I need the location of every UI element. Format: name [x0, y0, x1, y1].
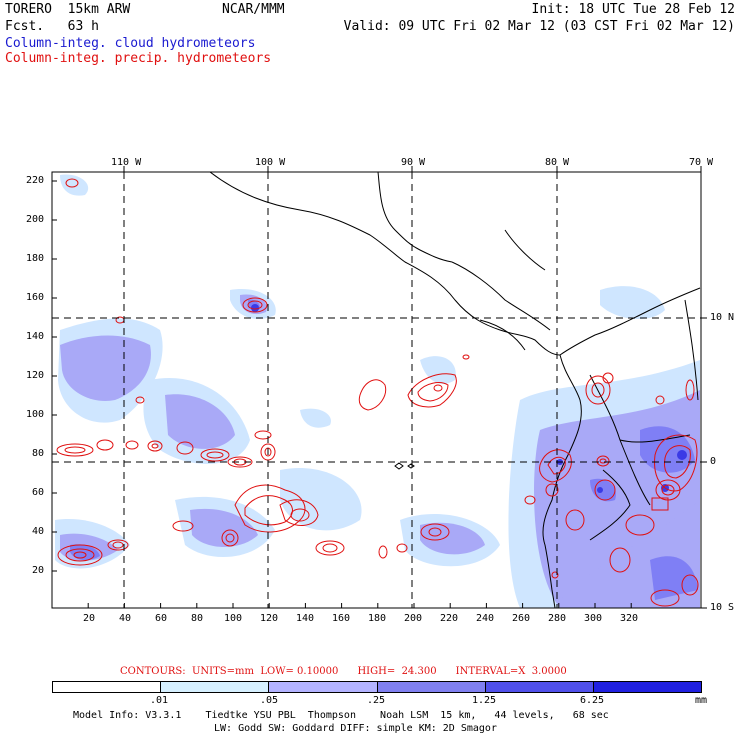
colorbar-segment — [53, 682, 162, 692]
contours-info: CONTOURS: UNITS=mm LOW= 0.10000 HIGH= 24… — [120, 666, 567, 677]
y-tick: 180 — [26, 253, 45, 264]
center-label: NCAR/MMM — [222, 2, 285, 17]
y-tick: 40 — [32, 526, 45, 537]
lon-label: 70 W — [689, 157, 714, 168]
colorbar-label: .01 — [150, 695, 169, 706]
y-tick: 160 — [26, 292, 45, 303]
x-tick: 280 — [548, 613, 567, 624]
x-tick: 40 — [119, 613, 132, 624]
precip-contours — [56, 178, 699, 607]
plot-frame — [51, 171, 702, 609]
lat-label: 0 — [710, 456, 717, 467]
y-tick: 100 — [26, 409, 45, 420]
x-tick: 140 — [296, 613, 315, 624]
model-info-line1: Model Info: V3.3.1 Tiedtke YSU PBL Thomp… — [73, 710, 609, 721]
x-tick: 100 — [224, 613, 243, 624]
axis-ticks — [52, 166, 707, 609]
lon-label: 100 W — [255, 157, 286, 168]
y-tick: 20 — [32, 565, 45, 576]
x-tick: 200 — [404, 613, 423, 624]
x-tick: 20 — [83, 613, 96, 624]
cloud-shading-strong — [70, 299, 698, 600]
colorbar-segment — [485, 682, 594, 692]
x-tick: 240 — [476, 613, 495, 624]
colorbar-segment — [593, 682, 702, 692]
field-cloud-label: Column-integ. cloud hydrometeors — [5, 36, 256, 51]
latlon-grid — [52, 172, 701, 608]
x-tick: 260 — [512, 613, 531, 624]
valid-time: Valid: 09 UTC Fri 02 Mar 12 (03 CST Fri … — [343, 19, 735, 34]
colorbar-segment — [269, 682, 378, 692]
x-tick: 180 — [368, 613, 387, 624]
x-tick: 300 — [584, 613, 603, 624]
colorbar-segment — [161, 682, 270, 692]
colorbar-label: 6.25 — [580, 695, 605, 706]
colorbar-label: .05 — [260, 695, 279, 706]
y-tick: 80 — [32, 448, 45, 459]
x-tick: 60 — [155, 613, 168, 624]
colorbar — [52, 681, 702, 693]
model-info-line2: LW: Godd SW: Goddard DIFF: simple KM: 2D… — [214, 723, 497, 734]
field-precip-label: Column-integ. precip. hydrometeors — [5, 51, 272, 66]
colorbar-segment — [377, 682, 486, 692]
x-tick: 120 — [260, 613, 279, 624]
lon-label: 80 W — [545, 157, 570, 168]
colorbar-unit: mm — [695, 695, 708, 706]
colorbar-label: .25 — [367, 695, 386, 706]
colorbar-label: 1.25 — [472, 695, 497, 706]
x-tick: 160 — [332, 613, 351, 624]
forecast-hour: Fcst. 63 h — [5, 19, 99, 34]
y-tick: 220 — [26, 175, 45, 186]
lon-label: 90 W — [401, 157, 426, 168]
y-tick: 120 — [26, 370, 45, 381]
y-tick: 60 — [32, 487, 45, 498]
x-tick: 220 — [440, 613, 459, 624]
init-time: Init: 18 UTC Tue 28 Feb 12 — [531, 2, 736, 17]
lat-label: 10 S — [710, 602, 735, 613]
x-tick: 80 — [191, 613, 204, 624]
lat-label: 10 N — [710, 312, 735, 323]
y-tick: 140 — [26, 331, 45, 342]
model-title: TORERO 15km ARW — [5, 2, 131, 17]
lon-label: 110 W — [111, 157, 142, 168]
y-tick: 200 — [26, 214, 45, 225]
x-tick: 320 — [620, 613, 639, 624]
